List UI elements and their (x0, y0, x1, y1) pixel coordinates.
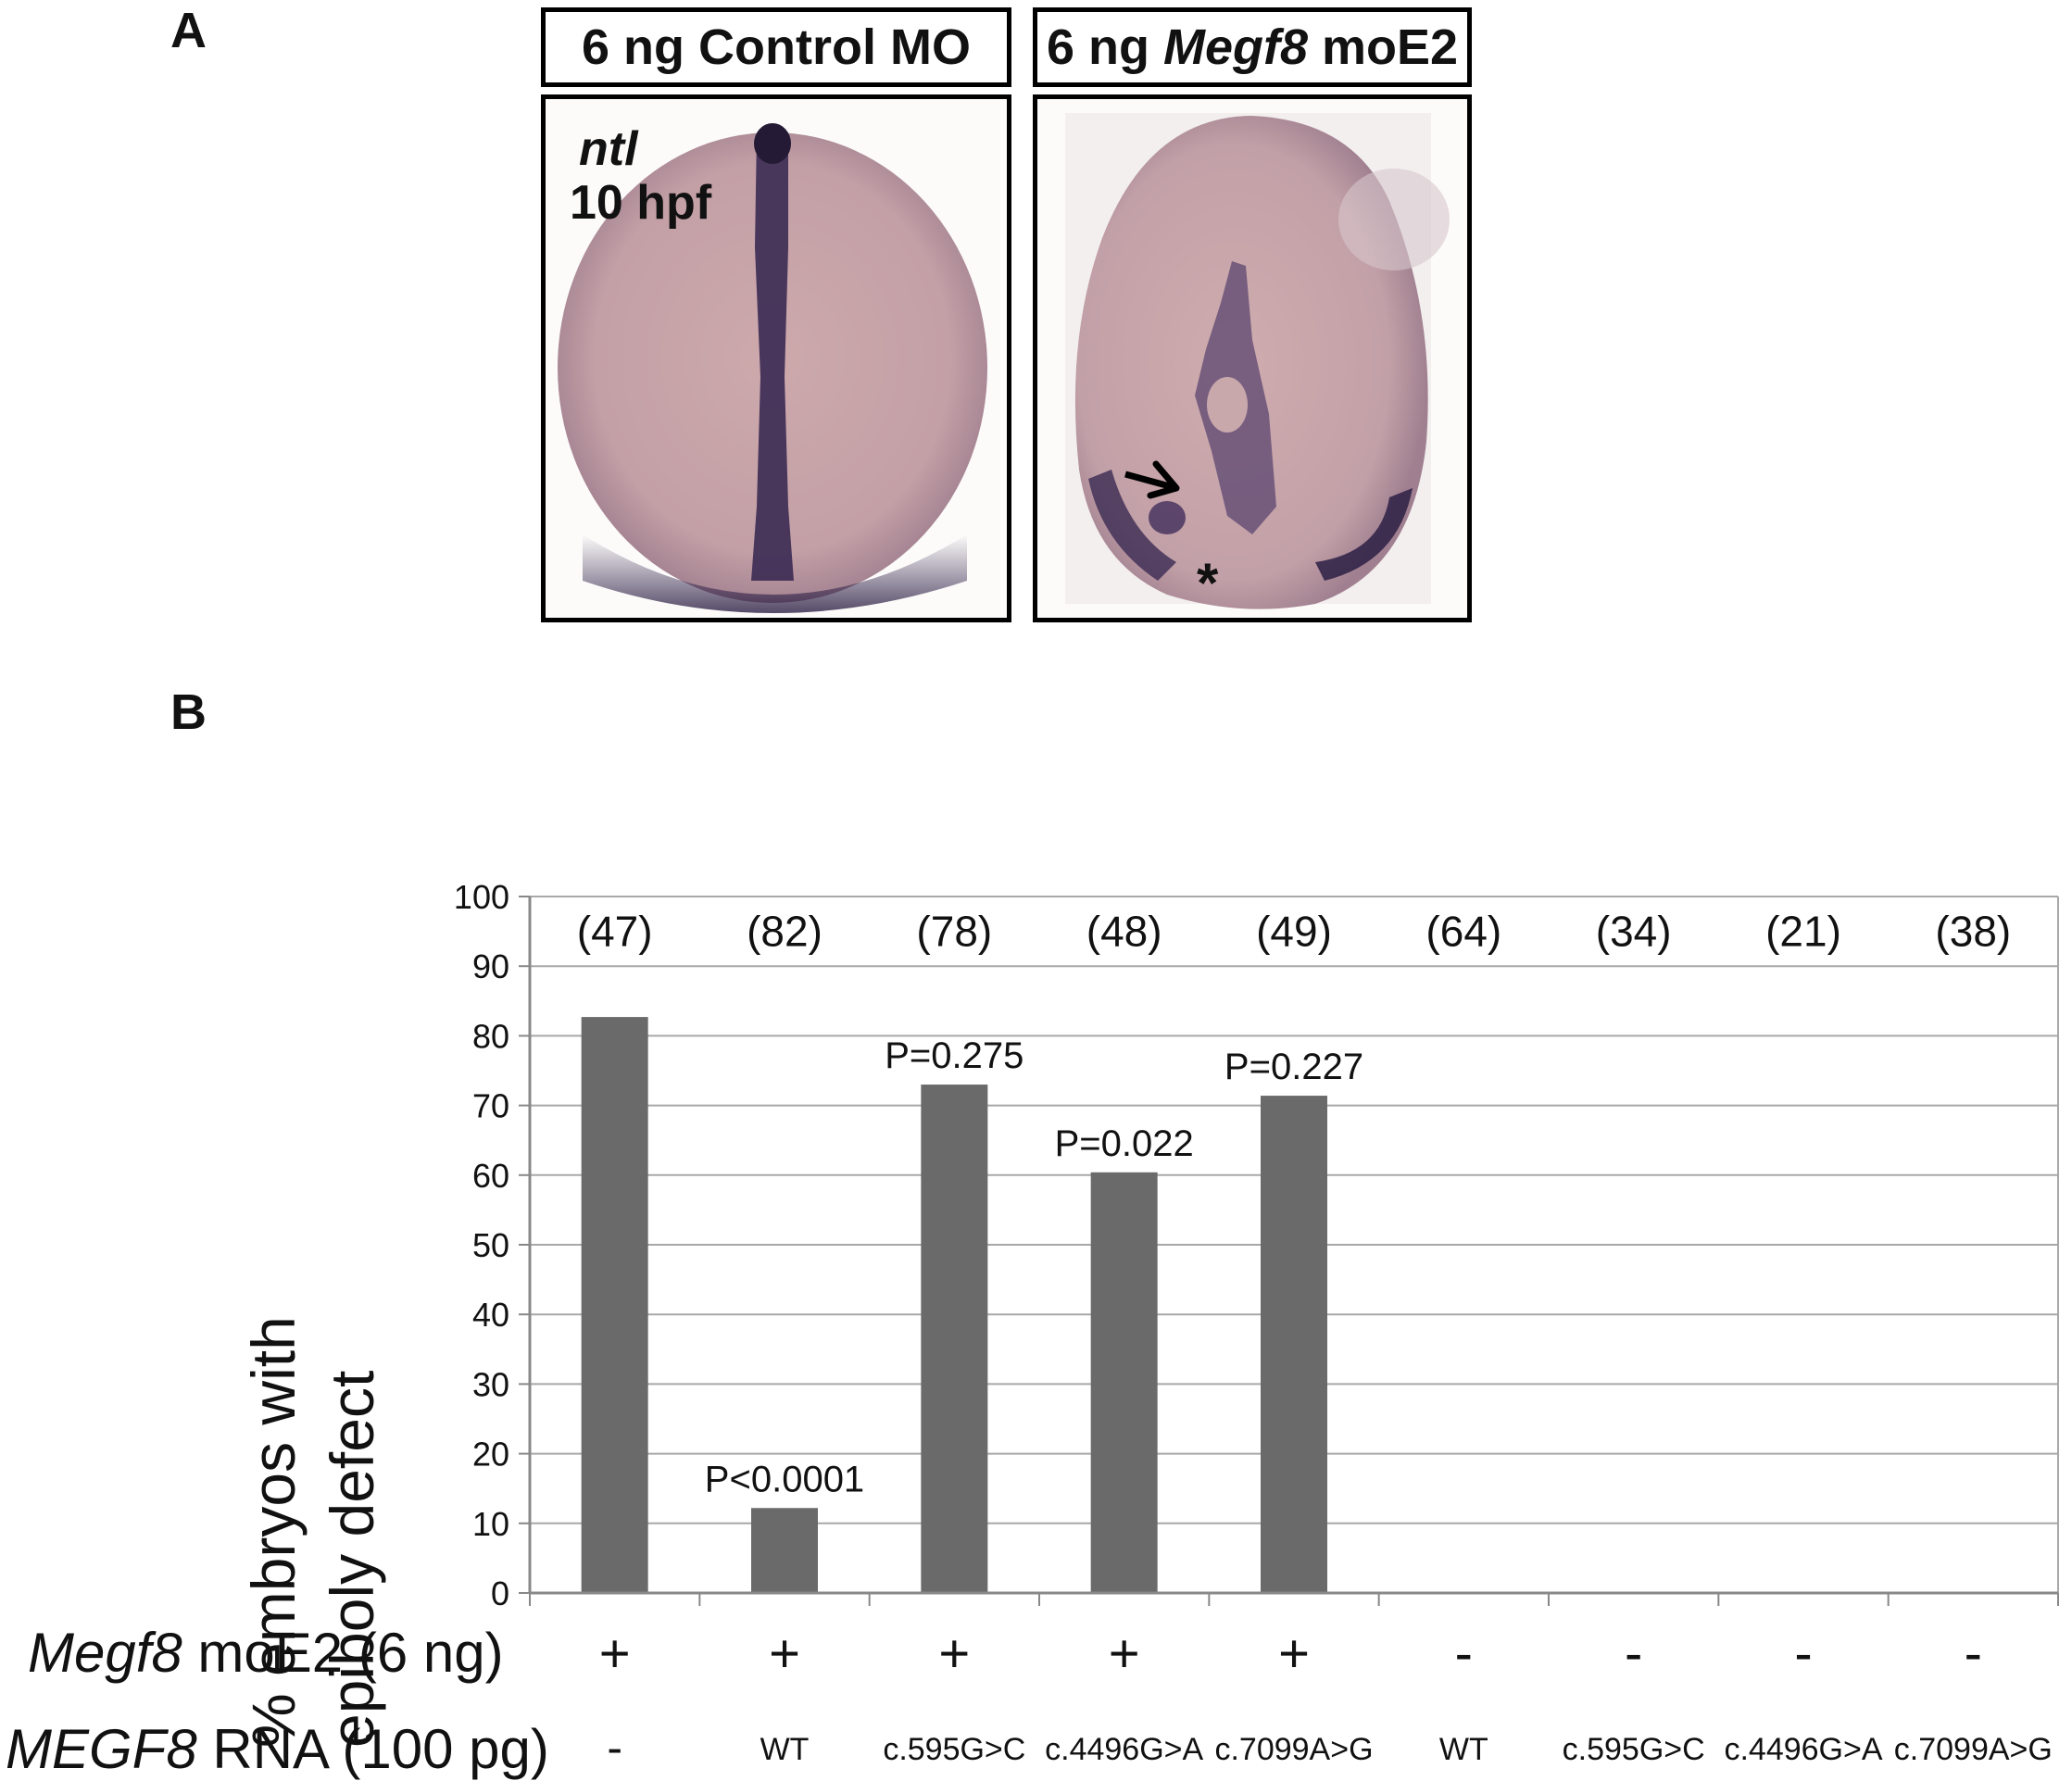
y-tick-label: 50 (472, 1226, 509, 1264)
moe2-flag: + (769, 1624, 800, 1684)
stain-gene-label: ntl (579, 122, 638, 176)
rna-label: - (607, 1722, 622, 1774)
row2-label: MEGF8 RNA (100 pg) (6, 1717, 549, 1781)
n-label: (64) (1425, 908, 1501, 956)
bar (1090, 1172, 1158, 1593)
n-label: (49) (1256, 908, 1332, 956)
bar (921, 1085, 988, 1593)
y-tick-label: 100 (454, 878, 509, 916)
p-value-label: P=0.275 (885, 1035, 1023, 1076)
asterisk-label: * (1197, 552, 1219, 614)
bar (581, 1017, 648, 1593)
y-tick-label: 40 (472, 1296, 509, 1334)
p-value-label: P<0.0001 (705, 1459, 864, 1499)
rna-label: c.7099A>G (1214, 1732, 1374, 1767)
y-tick-label: 10 (472, 1505, 509, 1543)
n-label: (47) (577, 908, 653, 956)
bar (1261, 1096, 1327, 1593)
axes (528, 897, 2059, 1606)
y-tick-labels: 0 10 20 30 40 50 60 70 80 90 100 (454, 878, 530, 1612)
rna-label: c.595G>C (883, 1732, 1026, 1767)
n-label: (78) (916, 908, 992, 956)
stage-label: 10 hpf (570, 176, 712, 230)
y-tick-label: 30 (472, 1365, 509, 1403)
arrow-icon (1124, 470, 1177, 492)
panel-a-letter: A (170, 3, 207, 58)
rna-label: c.4496G>A (1724, 1732, 1883, 1767)
moe2-flag: - (1964, 1624, 1982, 1684)
y-tick-label: 20 (472, 1436, 509, 1474)
row2-rest: RNA (100 pg) (196, 1718, 549, 1780)
moe2-flag: + (1278, 1624, 1310, 1684)
megf8-title-prefix: 6 ng (1046, 19, 1163, 75)
moe2-flag: + (598, 1624, 631, 1684)
rna-label: c.595G>C (1562, 1732, 1705, 1767)
rna-label: c.4496G>A (1045, 1732, 1204, 1767)
bars (581, 1017, 1327, 1593)
y-tick-label: 60 (472, 1157, 509, 1195)
n-label: (82) (747, 908, 823, 956)
control-mo-title: 6 ng Control MO (541, 7, 1011, 87)
n-label: (48) (1086, 908, 1162, 956)
bar (751, 1508, 818, 1593)
moe2-flag: - (1454, 1624, 1473, 1684)
moe2-flag: - (1794, 1624, 1813, 1684)
rna-label: WT (760, 1732, 810, 1767)
y-tick-label: 70 (472, 1087, 509, 1125)
n-label: (21) (1765, 908, 1841, 956)
y-axis-label-line1: % embryos with (239, 1316, 308, 1748)
rna-label: WT (1438, 1732, 1488, 1767)
moe2-flag: - (1624, 1624, 1643, 1684)
control-notochord-stain (751, 129, 794, 581)
megf8-title-suffix: moE2 (1307, 19, 1459, 75)
n-label: (38) (1935, 908, 2011, 956)
p-value-label: P=0.227 (1224, 1047, 1363, 1087)
moe2-flag: + (938, 1624, 971, 1684)
row2-gene: MEGF8 (6, 1718, 197, 1780)
moe2-flag: + (1108, 1624, 1140, 1684)
row1-gene: Megf8 (28, 1622, 182, 1684)
control-embryo-image: ntl 10 hpf (541, 94, 1011, 622)
megf8-moe2-title: 6 ng Megf8 moE2 (1033, 7, 1472, 87)
n-labels: (47) (82) (78) (48) (49) (64) (34) (21) (38) (577, 908, 2011, 956)
y-axis-label-line2: epiboly defect (318, 1371, 386, 1748)
p-value-labels: P<0.0001 P=0.275 P=0.022 P=0.227 (705, 1035, 1363, 1499)
megf8-title-gene: Megf8 (1162, 19, 1308, 75)
p-value-label: P=0.022 (1055, 1123, 1194, 1164)
panel-b-letter: B (170, 684, 207, 740)
rna-label: c.7099A>G (1893, 1732, 2053, 1767)
y-tick-label: 90 (472, 947, 509, 985)
n-label: (34) (1596, 908, 1672, 956)
control-mo-title-text: 6 ng Control MO (582, 19, 971, 75)
y-tick-label: 0 (491, 1574, 509, 1612)
row1-label: Megf8 moE2 (6 ng) (28, 1621, 504, 1685)
y-tick-label: 80 (472, 1017, 509, 1055)
row1-rest: moE2 (6 ng) (182, 1622, 504, 1684)
megf8-embryo-image: * (1033, 94, 1472, 622)
